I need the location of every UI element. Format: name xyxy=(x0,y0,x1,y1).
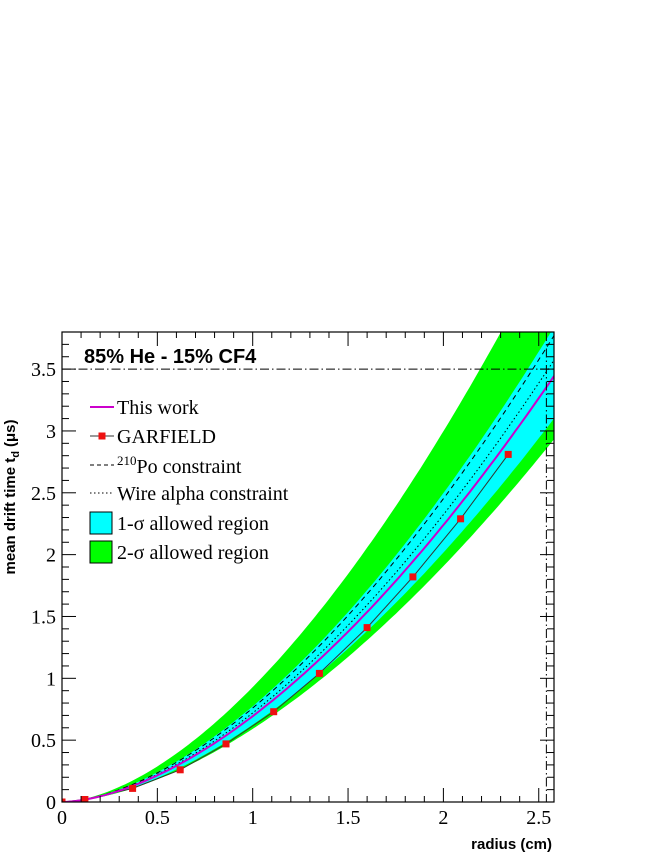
garfield-marker xyxy=(270,708,278,716)
y-axis-title: mean drift time td (μs) xyxy=(2,420,22,575)
x-axis-title: radius (cm) xyxy=(471,836,552,853)
this-work-line xyxy=(62,375,554,802)
x-tick-label: 1.5 xyxy=(336,807,361,829)
y-axis-title-main: mean drift time t xyxy=(2,458,19,575)
y-tick-label: 0 xyxy=(46,792,56,814)
garfield-markers xyxy=(62,450,512,802)
garfield-marker xyxy=(129,784,137,792)
legend-label-po-text: Po constraint xyxy=(137,456,242,478)
garfield-marker xyxy=(222,740,230,748)
po-constraint-line xyxy=(62,335,554,802)
legend-label-garfield: GARFIELD xyxy=(117,426,216,448)
garfield-marker xyxy=(409,573,417,581)
garfield-marker xyxy=(176,766,184,774)
x-tick-label: 2.5 xyxy=(526,807,551,829)
y-axis-ticks: 0 0.5 1 1.5 2 2.5 3 3.5 xyxy=(31,331,554,814)
legend-swatch-garfield-marker xyxy=(98,432,106,440)
two-sigma-band xyxy=(62,332,554,802)
legend-label-wire-alpha: Wire alpha constraint xyxy=(117,483,289,505)
garfield-marker xyxy=(504,450,512,458)
legend-swatch-two-sigma xyxy=(89,540,113,564)
garfield-marker xyxy=(363,624,371,632)
legend-label-po-superscript: 210 xyxy=(117,453,137,468)
x-tick-label: 0 xyxy=(57,807,67,829)
legend-entry-this-work: This work xyxy=(90,397,199,419)
y-tick-label: 2 xyxy=(46,545,56,567)
legend-label-two-sigma: 2-σ allowed region xyxy=(117,542,269,564)
garfield-marker xyxy=(62,798,66,802)
legend-entry-two-sigma: 2-σ allowed region xyxy=(89,540,269,564)
y-axis-title-unit: (μs) xyxy=(2,420,19,448)
legend-entry-garfield: GARFIELD xyxy=(90,426,216,448)
y-tick-label: 1 xyxy=(46,668,56,690)
legend-entry-one-sigma: 1-σ allowed region xyxy=(89,511,269,535)
y-tick-label: 3 xyxy=(46,421,56,443)
y-tick-label: 2.5 xyxy=(31,483,56,505)
legend-label-this-work: This work xyxy=(117,397,199,419)
y-tick-label: 3.5 xyxy=(31,359,56,381)
y-tick-label: 0.5 xyxy=(31,730,56,752)
legend-swatch-one-sigma xyxy=(89,511,113,535)
plot-title: 85% He - 15% CF4 xyxy=(84,346,257,368)
garfield-marker xyxy=(457,515,465,523)
legend-label-po-constraint: 210Po constraint xyxy=(117,453,242,478)
x-tick-label: 1 xyxy=(248,807,258,829)
legend-label-one-sigma: 1-σ allowed region xyxy=(117,513,269,535)
garfield-marker xyxy=(81,796,89,802)
legend: This work GARFIELD 210Po constraint Wire… xyxy=(89,397,289,564)
legend-entry-po-constraint: 210Po constraint xyxy=(90,453,242,478)
legend-entry-wire-alpha: Wire alpha constraint xyxy=(90,483,289,505)
x-tick-label: 2 xyxy=(438,807,448,829)
x-tick-label: 0.5 xyxy=(145,807,170,829)
garfield-marker xyxy=(315,669,323,677)
x-axis-ticks: 0 0.5 1 1.5 2 2.5 xyxy=(57,332,551,829)
y-axis-title-subscript: d xyxy=(10,451,22,458)
y-tick-label: 1.5 xyxy=(31,606,56,628)
